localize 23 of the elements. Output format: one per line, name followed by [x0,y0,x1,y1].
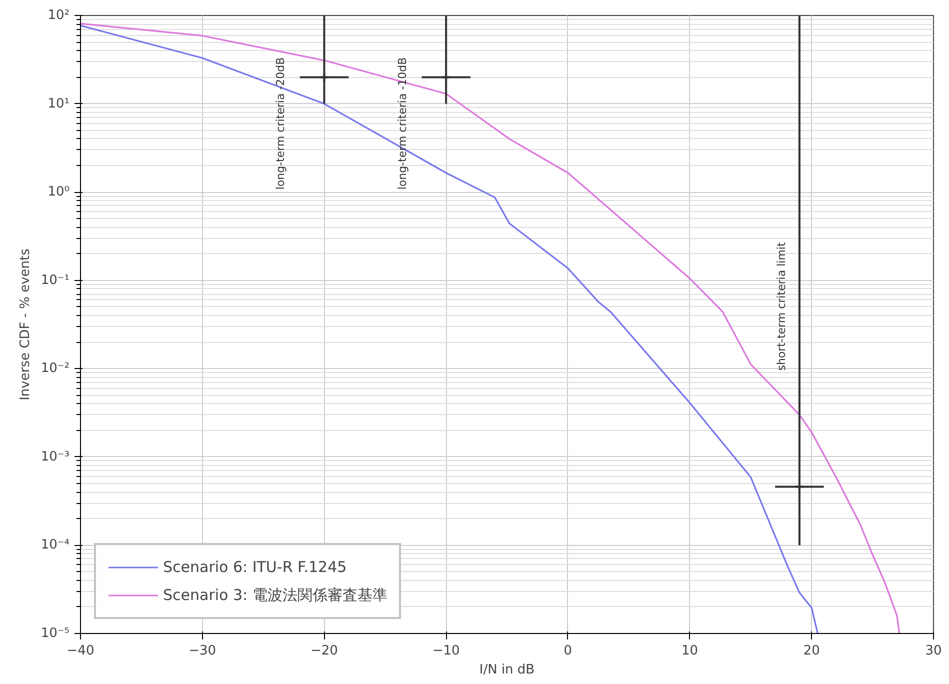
x-tick-label: −30 [188,644,216,658]
y-tick-label: 10⁻¹ [40,272,70,288]
x-tick-label: 30 [925,644,942,658]
y-tick-label: 10⁻⁴ [40,538,70,553]
annotation: short-term criteria limit [775,242,788,371]
y-tick-label: 10⁻² [40,361,70,376]
y-axis-title: Inverse CDF - % events [18,248,33,400]
y-tick-label: 10⁻³ [40,449,70,464]
y-tick-label: 10⁻⁵ [40,626,70,641]
legend-label: Scenario 3: 電波法関係審査基準 [163,586,388,604]
x-tick-label: −10 [432,644,460,658]
x-axis-title: I/N in dB [479,662,535,678]
annotation: long-term criteria -20dB [274,57,287,190]
legend-label: Scenario 6: ITU-R F.1245 [163,558,347,576]
y-tick-label: 10⁰ [48,184,70,200]
y-tick-label: 10² [48,8,70,23]
x-tick-label: 0 [564,644,572,658]
annotation: long-term criteria -10dB [396,57,409,190]
x-tick-label: 20 [803,644,820,658]
y-tick-label: 10¹ [48,96,70,112]
x-tick-label: 10 [682,644,698,658]
x-tick-label: −40 [66,644,94,658]
x-tick-label: −20 [310,644,338,658]
